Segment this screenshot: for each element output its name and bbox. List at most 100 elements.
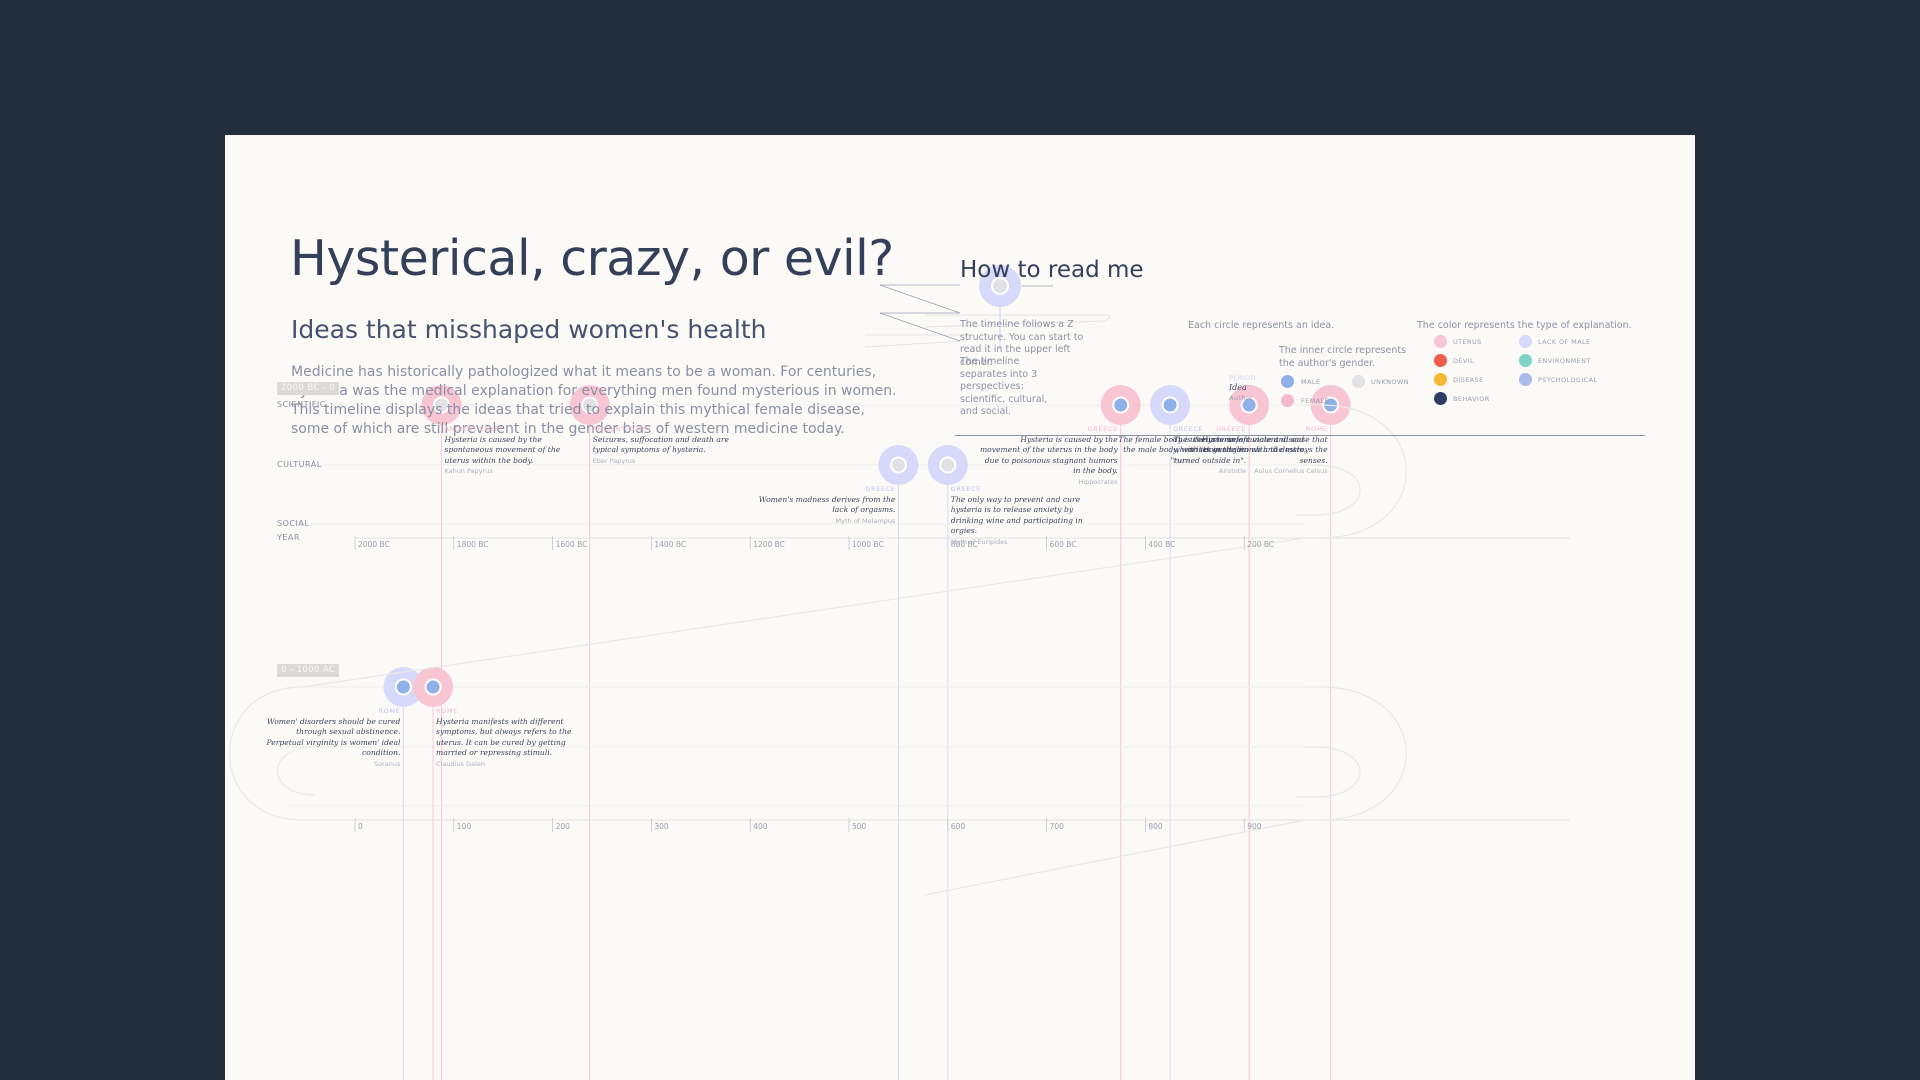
legend-z-sketch-bottom xyxy=(864,334,971,348)
idea-inner-circle xyxy=(581,396,599,414)
idea-author: Myth of Euripides xyxy=(950,537,1008,546)
idea-place: GREECE xyxy=(1173,425,1204,433)
idea-inner-circle xyxy=(939,456,957,474)
connector-right-inner xyxy=(1295,464,1361,516)
idea-text: Hysteria is caused by the movement of th… xyxy=(979,434,1118,476)
idea-text: The female body is the inverse of the ma… xyxy=(1118,434,1247,465)
idea-inner-circle xyxy=(424,678,442,696)
legend-example-author: Author xyxy=(1229,394,1254,402)
year-tick-label: 2000 BC xyxy=(358,540,390,549)
legend-gender-female-label: FEMALE xyxy=(1301,397,1330,405)
idea-place: ROME xyxy=(378,707,401,715)
year-tick-label: 800 xyxy=(1148,822,1163,831)
track-label-cultural: CULTURAL xyxy=(277,460,322,469)
idea-card: GREECE Women's madness derives from the l… xyxy=(755,484,896,526)
legend-title: How to read me xyxy=(960,257,1144,283)
legend-type-uterus-dot xyxy=(1434,335,1447,348)
legend-type-disease-label: DISEASE xyxy=(1453,376,1484,384)
year-tick-label: 600 BC xyxy=(1049,540,1077,549)
intro-paragraph: Medicine has historically pathologized w… xyxy=(291,364,897,437)
idea-text: Hysteria is caused by the spontaneous mo… xyxy=(444,434,561,465)
year-tick-label: 600 xyxy=(950,822,966,831)
connector-right-outer-2 xyxy=(1305,686,1407,821)
track-label-year: YEAR xyxy=(277,533,300,542)
legend-z-sketch-top xyxy=(924,314,1111,328)
idea-author: Eber Papyrus xyxy=(592,456,636,465)
idea-author: Aristotle xyxy=(1218,467,1247,475)
year-tick-label: 1600 BC xyxy=(555,540,588,549)
legend-type-environment-label: ENVIRONMENT xyxy=(1538,357,1591,365)
idea-place: ROME xyxy=(1305,425,1328,433)
idea-inner-circle xyxy=(1240,396,1258,414)
idea-text: Women's madness derives from the lack of… xyxy=(758,494,896,515)
legend-gender-male-dot xyxy=(1281,375,1294,388)
period-badge: 2000 BC - 0 xyxy=(277,382,340,395)
idea-inner-circle xyxy=(394,678,412,696)
connector-left-inner xyxy=(277,746,316,796)
legend-example-period: PERIOD xyxy=(1229,374,1256,382)
idea-card: ANCIENT EGYPT Hysteria is caused by the s… xyxy=(444,424,584,477)
connector-left-outer xyxy=(229,686,355,821)
legend-type-devil-label: DEVIL xyxy=(1453,357,1475,365)
idea-place: GREECE xyxy=(950,485,981,493)
legend-type-disease-dot xyxy=(1434,373,1447,386)
period-badge: 0 - 1000 AC xyxy=(277,664,340,677)
legend-example-idea: Idea xyxy=(1229,383,1247,392)
year-tick-label: 500 xyxy=(852,822,867,831)
legend-type-psychological-label: PSYCHOLOGICAL xyxy=(1538,376,1598,384)
idea-place: GREECE xyxy=(1216,425,1247,433)
connector-diagonal-1 xyxy=(302,537,1306,688)
legend-type-lack-of-male-label: LACK OF MALE xyxy=(1538,338,1591,346)
connector-right-inner-2 xyxy=(1295,746,1361,798)
idea-text: Women' disorders should be cured through… xyxy=(266,716,401,758)
year-tick-label: 700 xyxy=(1049,822,1064,831)
year-tick-label: 100 xyxy=(456,822,472,831)
idea-inner-circle xyxy=(889,456,907,474)
idea-place: ROME xyxy=(436,707,458,715)
legend-gender-unknown-dot xyxy=(1352,375,1365,388)
year-tick-label: 1400 BC xyxy=(654,540,687,549)
legend-type-behavior-dot xyxy=(1434,392,1447,405)
idea-author: Myth of Melampus xyxy=(835,516,896,525)
idea-author: Kahun Papyrus xyxy=(444,467,493,475)
legend-color-note: The color represents the type of explana… xyxy=(1417,320,1632,331)
idea-place: GREECE xyxy=(865,485,896,493)
legend-z-structure-note: The timeline follows a Z structure. You … xyxy=(960,319,1084,368)
legend-type-behavior-label: BEHAVIOR xyxy=(1453,395,1490,403)
idea-card: ANCIENT EGYPT Seizures, suffocation and d… xyxy=(593,424,733,466)
legend-type-environment-dot xyxy=(1519,354,1532,367)
idea-text: Seizures, suffocation and death are typi… xyxy=(592,434,729,455)
legend-gender-unknown-label: UNKNOWN xyxy=(1371,378,1409,386)
page-subtitle: Ideas that misshaped women's health xyxy=(291,315,767,344)
year-tick-label: 200 xyxy=(555,822,570,831)
year-tick-label: 1800 BC xyxy=(456,540,489,549)
legend-type-psychological-dot xyxy=(1519,373,1532,386)
idea-inner-circle xyxy=(432,396,450,414)
legend-type-lack-of-male-dot xyxy=(1519,335,1532,348)
idea-card: GREECE Hysteria is caused by the movement… xyxy=(978,424,1118,487)
idea-text: The uterus is unfortunate and sad when i… xyxy=(1173,434,1307,455)
year-tick-label: 900 xyxy=(1247,822,1262,831)
idea-card: ROME Hysteria manifests with different sy… xyxy=(436,706,576,769)
legend-inner-circle-note: The inner circle represents the author's… xyxy=(1279,345,1407,369)
idea-text: Hysteria is a violent disease that arise… xyxy=(1187,434,1328,465)
legend-gender-female-dot xyxy=(1281,394,1294,407)
legend-circle-note: Each circle represents an idea. xyxy=(1188,320,1335,331)
idea-card: ROME Hysteria is a violent disease that a… xyxy=(1188,424,1328,477)
idea-author: Plato xyxy=(1173,456,1190,465)
year-tick-label: 1200 BC xyxy=(753,540,785,549)
idea-text: The only way to prevent and cure hysteri… xyxy=(950,494,1083,536)
legend-type-devil-dot xyxy=(1434,354,1447,367)
idea-place: GREECE xyxy=(1087,425,1118,433)
idea-author: Hippocrates xyxy=(1078,477,1118,486)
idea-author: Claudius Galen xyxy=(436,759,485,768)
legend-example-inner-circle xyxy=(991,277,1009,295)
page-title: Hysterical, crazy, or evil? xyxy=(290,230,894,287)
track-label-social: SOCIAL xyxy=(277,519,310,528)
year-tick-label: 300 xyxy=(654,822,669,831)
year-tick-label: 1000 BC xyxy=(852,540,884,549)
idea-author: Aulus Cornelius Celsus xyxy=(1254,467,1328,475)
connector-diagonal-2 xyxy=(924,819,1306,896)
connector-right-outer xyxy=(1305,404,1407,539)
idea-card: GREECE The only way to prevent and cure h… xyxy=(951,484,1091,547)
